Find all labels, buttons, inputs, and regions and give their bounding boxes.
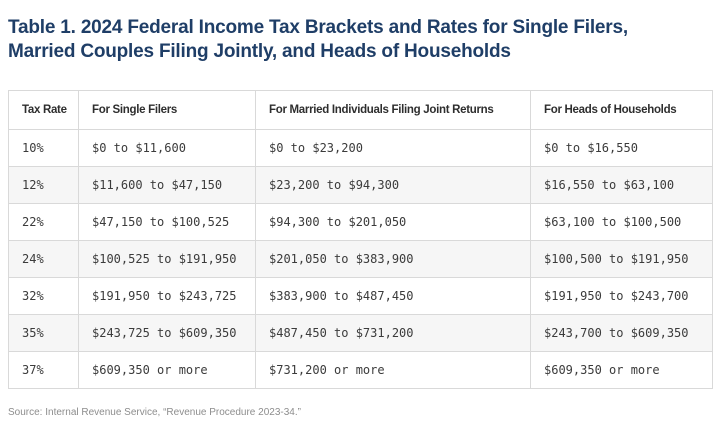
col-header-single-filers: For Single Filers [78,90,256,130]
cell-married-joint: $0 to $23,200 [255,129,531,167]
cell-single-filers: $0 to $11,600 [78,129,256,167]
tax-brackets-table: Tax Rate For Single Filers For Married I… [8,90,713,389]
table-row: 10% $0 to $11,600 $0 to $23,200 $0 to $1… [8,129,713,167]
table-row: 32% $191,950 to $243,725 $383,900 to $48… [8,277,713,315]
cell-heads-of-households: $243,700 to $609,350 [530,314,713,352]
figure-title: Table 1. 2024 Federal Income Tax Bracket… [8,17,628,62]
header-row: Tax Rate For Single Filers For Married I… [8,90,713,130]
cell-tax-rate: 12% [8,166,79,204]
col-header-tax-rate: Tax Rate [8,90,79,130]
cell-tax-rate: 35% [8,314,79,352]
cell-single-filers: $11,600 to $47,150 [78,166,256,204]
cell-heads-of-households: $63,100 to $100,500 [530,203,713,241]
table-row: 24% $100,525 to $191,950 $201,050 to $38… [8,240,713,278]
cell-married-joint: $487,450 to $731,200 [255,314,531,352]
cell-single-filers: $191,950 to $243,725 [78,277,256,315]
col-header-heads-of-households: For Heads of Households [530,90,713,130]
cell-married-joint: $383,900 to $487,450 [255,277,531,315]
source-note: Source: Internal Revenue Service, “Reven… [8,407,301,418]
cell-heads-of-households: $100,500 to $191,950 [530,240,713,278]
cell-heads-of-households: $191,950 to $243,700 [530,277,713,315]
cell-single-filers: $100,525 to $191,950 [78,240,256,278]
cell-tax-rate: 22% [8,203,79,241]
cell-tax-rate: 10% [8,129,79,167]
cell-married-joint: $94,300 to $201,050 [255,203,531,241]
cell-single-filers: $47,150 to $100,525 [78,203,256,241]
cell-married-joint: $731,200 or more [255,351,531,389]
cell-married-joint: $23,200 to $94,300 [255,166,531,204]
col-header-married-joint: For Married Individuals Filing Joint Ret… [255,90,531,130]
table-row: 35% $243,725 to $609,350 $487,450 to $73… [8,314,713,352]
cell-heads-of-households: $0 to $16,550 [530,129,713,167]
table-row: 37% $609,350 or more $731,200 or more $6… [8,351,713,389]
cell-tax-rate: 32% [8,277,79,315]
cell-single-filers: $243,725 to $609,350 [78,314,256,352]
table-row: 12% $11,600 to $47,150 $23,200 to $94,30… [8,166,713,204]
cell-heads-of-households: $16,550 to $63,100 [530,166,713,204]
table-row: 22% $47,150 to $100,525 $94,300 to $201,… [8,203,713,241]
cell-married-joint: $201,050 to $383,900 [255,240,531,278]
cell-tax-rate: 24% [8,240,79,278]
cell-heads-of-households: $609,350 or more [530,351,713,389]
cell-tax-rate: 37% [8,351,79,389]
cell-single-filers: $609,350 or more [78,351,256,389]
